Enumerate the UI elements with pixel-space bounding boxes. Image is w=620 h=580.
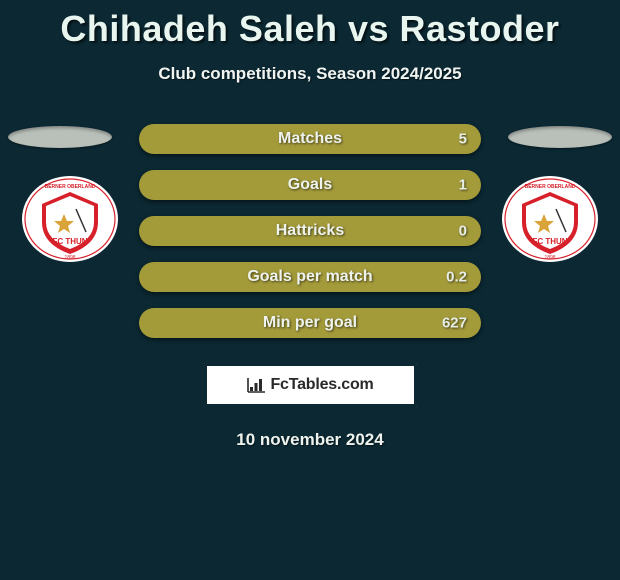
stat-value: 5 — [459, 131, 467, 148]
stat-value: 1 — [459, 177, 467, 194]
svg-text:1898: 1898 — [64, 255, 75, 261]
stat-label: Goals per match — [247, 268, 372, 286]
subtitle: Club competitions, Season 2024/2025 — [0, 64, 620, 84]
stat-bar-min-per-goal: Min per goal 627 — [139, 308, 481, 338]
svg-text:FC THUN: FC THUN — [52, 237, 87, 246]
stat-value: 627 — [442, 315, 467, 332]
stat-bar-goals: Goals 1 — [139, 170, 481, 200]
stat-bar-hattricks: Hattricks 0 — [139, 216, 481, 246]
stat-value: 0 — [459, 223, 467, 240]
club-badge-left: BERNER OBERLAND FC THUN 1898 — [20, 174, 120, 264]
content-area: BERNER OBERLAND FC THUN 1898 BERNER OBER… — [0, 124, 620, 450]
stats-bars: Matches 5 Goals 1 Hattricks 0 Goals per … — [139, 124, 481, 338]
player-ellipse-left — [8, 126, 112, 148]
brand-box: FcTables.com — [203, 362, 418, 408]
player-ellipse-right — [508, 126, 612, 148]
bar-chart-icon — [246, 377, 266, 393]
date-text: 10 november 2024 — [0, 430, 620, 450]
stat-label: Goals — [288, 176, 332, 194]
club-badge-right: BERNER OBERLAND FC THUN 1898 — [500, 174, 600, 264]
comparison-title: Chihadeh Saleh vs Rastoder — [0, 0, 620, 50]
stat-label: Hattricks — [276, 222, 344, 240]
svg-text:BERNER OBERLAND: BERNER OBERLAND — [525, 184, 576, 190]
stat-bar-matches: Matches 5 — [139, 124, 481, 154]
brand-text: FcTables.com — [270, 376, 373, 394]
stat-label: Min per goal — [263, 314, 357, 332]
stat-value: 0.2 — [446, 269, 467, 286]
svg-text:BERNER OBERLAND: BERNER OBERLAND — [45, 184, 96, 190]
svg-text:1898: 1898 — [544, 255, 555, 261]
fc-thun-logo-icon: BERNER OBERLAND FC THUN 1898 — [20, 174, 120, 264]
stat-bar-goals-per-match: Goals per match 0.2 — [139, 262, 481, 292]
brand-inner: FcTables.com — [207, 366, 414, 404]
svg-text:FC THUN: FC THUN — [532, 237, 567, 246]
stat-label: Matches — [278, 130, 342, 148]
fc-thun-logo-icon: BERNER OBERLAND FC THUN 1898 — [500, 174, 600, 264]
